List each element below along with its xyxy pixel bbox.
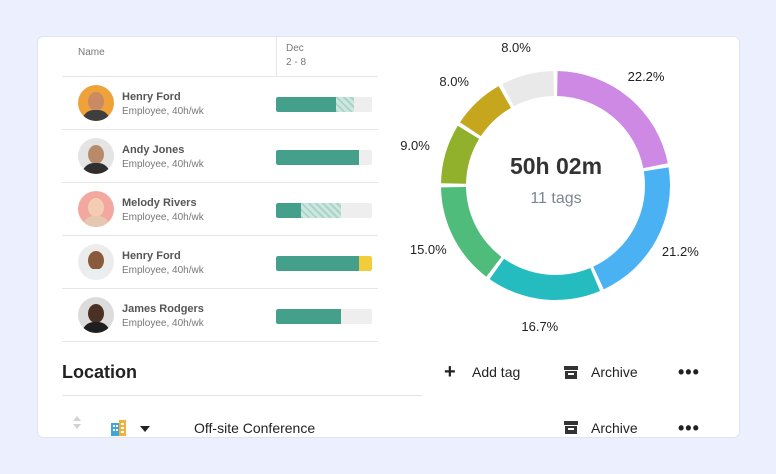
avatar xyxy=(78,244,114,280)
logged-hours-fill xyxy=(276,309,341,324)
donut-segment[interactable] xyxy=(593,167,670,290)
column-header-date[interactable]: Dec 2 - 8 xyxy=(286,42,306,70)
planned-hours-fill xyxy=(336,97,354,112)
column-header-name[interactable]: Name xyxy=(78,47,105,58)
hours-bar xyxy=(276,150,372,165)
donut-percent-label: 22.2% xyxy=(627,68,665,84)
plus-icon[interactable]: + xyxy=(444,361,456,383)
more-options-icon[interactable]: ••• xyxy=(678,418,700,438)
donut-segment[interactable] xyxy=(489,258,601,300)
logged-hours-fill xyxy=(276,150,359,165)
tag-count: 11 tags xyxy=(530,190,582,207)
donut-percent-label: 15.0% xyxy=(409,241,447,257)
donut-segment[interactable] xyxy=(441,125,480,184)
avatar xyxy=(78,297,114,333)
location-row-name: Off-site Conference xyxy=(194,420,316,436)
column-header-range: 2 - 8 xyxy=(286,57,307,68)
table-row[interactable]: Andy Jones Employee, 40h/wk xyxy=(62,130,378,183)
donut-percent-label: 21.2% xyxy=(661,244,699,260)
location-title: Location xyxy=(62,362,137,382)
more-options-icon[interactable]: ••• xyxy=(678,362,700,382)
column-header-month: Dec xyxy=(286,43,304,54)
table-row[interactable]: Melody Rivers Employee, 40h/wk xyxy=(62,183,378,236)
avatar xyxy=(78,138,114,174)
overtime-fill xyxy=(359,256,372,271)
tag-donut-chart xyxy=(441,71,670,300)
archive-icon[interactable] xyxy=(564,421,578,434)
person-role: Employee, 40h/wk xyxy=(122,318,204,329)
donut-percent-label: 9.0% xyxy=(400,137,430,153)
hours-bar xyxy=(276,203,372,218)
card: Name Dec 2 - 8 Henry Ford Employee, 40h/… xyxy=(37,36,740,438)
archive-icon[interactable] xyxy=(564,366,578,379)
hours-bar xyxy=(276,97,372,112)
table-header: Name Dec 2 - 8 xyxy=(62,37,378,77)
person-role: Employee, 40h/wk xyxy=(122,159,204,170)
table-row[interactable]: Henry Ford Employee, 40h/wk xyxy=(62,77,378,130)
person-name: Henry Ford xyxy=(122,250,181,262)
person-name: James Rodgers xyxy=(122,303,204,315)
donut-segment[interactable] xyxy=(557,71,668,169)
donut-segment[interactable] xyxy=(460,86,512,137)
logged-hours-fill xyxy=(276,256,359,271)
person-name: Andy Jones xyxy=(122,144,185,156)
donut-percent-label: 8.0% xyxy=(439,73,469,89)
avatar xyxy=(78,85,114,121)
archive-button[interactable]: Archive xyxy=(591,364,638,380)
person-name: Melody Rivers xyxy=(122,197,197,209)
hours-bar xyxy=(276,309,372,324)
table-row[interactable]: James Rodgers Employee, 40h/wk xyxy=(62,289,378,342)
avatar xyxy=(78,191,114,227)
person-role: Employee, 40h/wk xyxy=(122,265,204,276)
table-row[interactable]: Henry Ford Employee, 40h/wk xyxy=(62,236,378,289)
donut-percent-label: 8.0% xyxy=(501,39,531,55)
person-role: Employee, 40h/wk xyxy=(122,212,204,223)
person-role: Employee, 40h/wk xyxy=(122,106,204,117)
donut-percent-label: 16.7% xyxy=(521,318,559,334)
chevron-down-icon[interactable] xyxy=(140,426,150,432)
donut-segment[interactable] xyxy=(502,71,554,107)
column-divider xyxy=(276,37,277,77)
logged-hours-fill xyxy=(276,97,336,112)
row-archive-button[interactable]: Archive xyxy=(591,420,638,436)
planned-hours-fill xyxy=(301,203,341,218)
hours-bar xyxy=(276,256,372,271)
drag-sort-icon[interactable] xyxy=(71,416,83,430)
add-tag-button[interactable]: Add tag xyxy=(472,364,521,380)
person-name: Henry Ford xyxy=(122,91,181,103)
donut-segment[interactable] xyxy=(441,186,502,277)
logged-hours-fill xyxy=(276,203,301,218)
building-icon xyxy=(111,420,126,436)
section-divider xyxy=(62,395,422,396)
total-time: 50h 02m xyxy=(509,153,603,179)
